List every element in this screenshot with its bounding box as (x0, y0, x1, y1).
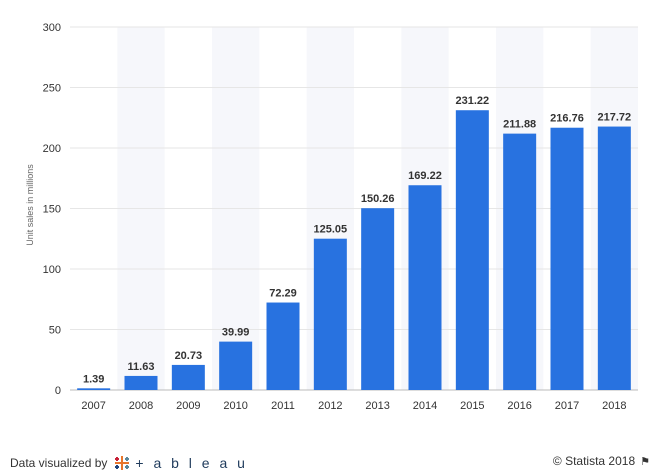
y-tick-label: 300 (43, 22, 61, 34)
bar (267, 303, 300, 390)
x-tick-label: 2015 (460, 400, 484, 412)
data-label: 217.72 (598, 112, 632, 124)
bar (456, 110, 489, 390)
bar (598, 127, 631, 390)
data-label: 231.22 (456, 95, 490, 107)
x-axis-ticks: 2007 2008 2009 2010 2011 2012 2013 2014 2015 2016… (81, 400, 626, 412)
x-tick-label: 2011 (271, 400, 295, 412)
data-labels: 1.39 11.63 20.73 39.99 72.29 125.05 150.26 169.… (83, 95, 631, 385)
y-axis-ticks: 0 50 100 150 200 250 300 (43, 22, 61, 397)
y-axis-label: Unit sales in millions (25, 164, 35, 246)
tableau-wordmark: + a b l e a u (135, 455, 248, 471)
bar (409, 185, 442, 390)
bar (77, 388, 110, 390)
x-tick-label: 2016 (507, 400, 531, 412)
x-tick-label: 2018 (602, 400, 626, 412)
bar (503, 134, 536, 390)
y-tick-label: 0 (55, 385, 61, 397)
credit-text: Data visualized by (10, 456, 107, 470)
y-tick-label: 100 (43, 264, 61, 276)
bar (219, 342, 252, 390)
y-tick-label: 50 (49, 325, 61, 337)
flag-icon: ⚑ (640, 455, 650, 468)
x-tick-label: 2014 (413, 400, 437, 412)
bar (125, 376, 158, 390)
tableau-credit[interactable]: Data visualized by + a b l e a u (10, 454, 248, 472)
data-label: 125.05 (314, 224, 348, 236)
statista-credit[interactable]: © Statista 2018 ⚑ (553, 454, 650, 468)
y-tick-label: 250 (43, 83, 61, 95)
x-tick-label: 2017 (555, 400, 579, 412)
data-label: 72.29 (269, 288, 297, 300)
data-label: 1.39 (83, 373, 104, 385)
y-tick-label: 200 (43, 143, 61, 155)
x-tick-label: 2009 (176, 400, 200, 412)
bar (551, 128, 584, 390)
data-label: 39.99 (222, 327, 250, 339)
data-label: 11.63 (128, 361, 155, 373)
data-label: 20.73 (175, 350, 203, 362)
data-label: 211.88 (503, 119, 536, 131)
bar-chart: 1.39 11.63 20.73 39.99 72.29 125.05 150.26 169.… (0, 0, 660, 446)
copyright-text: © Statista 2018 (553, 454, 635, 468)
bar (361, 208, 394, 390)
x-tick-label: 2010 (223, 400, 247, 412)
x-tick-label: 2008 (129, 400, 153, 412)
data-label: 150.26 (361, 193, 395, 205)
data-label: 169.22 (408, 170, 442, 182)
x-tick-label: 2007 (81, 400, 105, 412)
footer: Data visualized by + a b l e a u © Stati… (0, 446, 660, 474)
y-tick-label: 150 (43, 204, 61, 216)
x-tick-label: 2012 (318, 400, 342, 412)
tableau-logo-icon (113, 454, 131, 472)
x-tick-label: 2013 (365, 400, 389, 412)
bar (172, 365, 205, 390)
data-label: 216.76 (550, 113, 584, 125)
bar (314, 239, 347, 390)
